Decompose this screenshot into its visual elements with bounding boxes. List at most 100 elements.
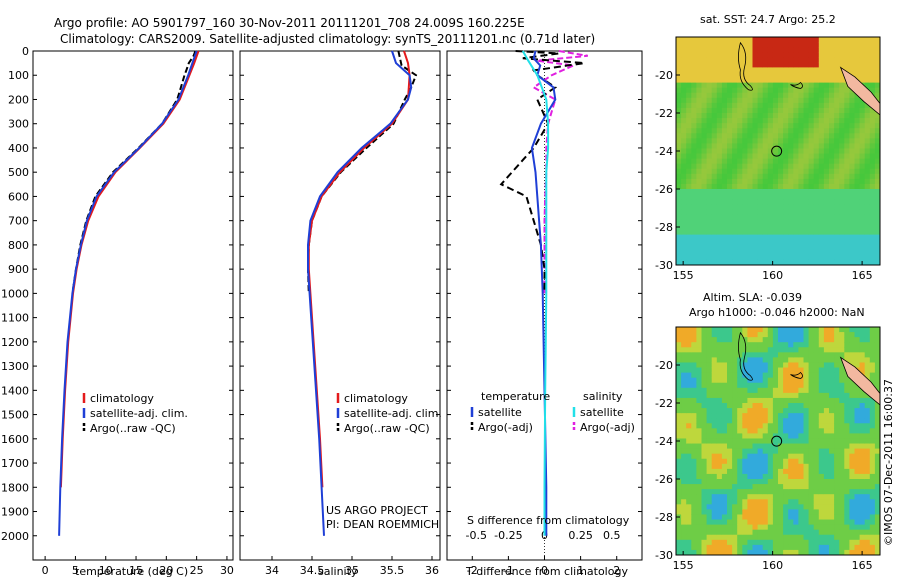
y-tick-label: 100: [8, 69, 29, 82]
map-cell: [732, 153, 738, 159]
map-cell: [742, 239, 748, 246]
map-cell: [767, 52, 774, 58]
map-cell: [732, 509, 738, 515]
map-cell: [737, 367, 743, 373]
map-cell: [818, 133, 825, 139]
map-cell: [757, 514, 764, 520]
map-cell: [844, 347, 850, 353]
map-cell: [686, 463, 692, 470]
map-cell: [778, 118, 784, 124]
map-cell: [757, 544, 764, 551]
map-cell: [813, 332, 820, 338]
map-cell: [752, 118, 758, 124]
map-cell: [757, 199, 764, 205]
map-cell: [859, 72, 866, 78]
map-cell: [869, 158, 876, 165]
map-cell: [752, 332, 758, 338]
map-cell: [706, 433, 713, 439]
map-cell: [681, 229, 687, 235]
map-cell: [834, 377, 840, 384]
map-cell: [706, 178, 713, 185]
map-cell: [737, 107, 743, 114]
map-cell: [778, 443, 784, 449]
map-cell: [767, 423, 774, 429]
map-cell: [864, 413, 871, 419]
map-cell: [849, 123, 855, 129]
map-cell: [772, 82, 779, 89]
map-cell: [839, 448, 845, 455]
map-cell: [691, 143, 697, 149]
map-cell: [681, 428, 687, 434]
map-cell: [803, 494, 809, 500]
map-cell: [681, 97, 687, 104]
legend-label: satellite-adj. clim.: [90, 407, 188, 420]
map-cell: [834, 183, 840, 190]
map-cell: [839, 82, 845, 89]
map-cell: [681, 72, 687, 78]
map-cell: [803, 428, 809, 434]
map-cell: [864, 143, 871, 149]
map-cell: [711, 549, 718, 556]
map-cell: [834, 342, 840, 348]
map-cell: [681, 234, 687, 241]
map-cell: [676, 342, 682, 348]
map-cell: [849, 37, 855, 43]
map-cell: [798, 479, 804, 485]
map-cell: [762, 244, 769, 251]
map-cell: [793, 57, 799, 63]
map-cell: [788, 168, 794, 175]
map-cell: [742, 423, 748, 429]
map-cell: [803, 214, 809, 220]
map-cell: [778, 214, 784, 220]
map-cell: [752, 244, 758, 251]
map-cell: [869, 82, 876, 89]
map-cell: [772, 254, 779, 261]
map-cell: [874, 367, 881, 373]
map-cell: [823, 163, 830, 170]
map-cell: [813, 47, 820, 53]
map-cell: [767, 249, 774, 256]
map-cell: [727, 153, 733, 159]
map-cell: [803, 387, 809, 394]
map-cell: [767, 468, 774, 475]
map-cell: [823, 438, 830, 444]
map-cell: [752, 87, 758, 94]
map-cell: [701, 463, 707, 470]
map-cell: [757, 168, 764, 175]
map-cell: [778, 357, 784, 363]
map-cell: [829, 382, 835, 389]
map-cell: [854, 504, 860, 510]
map-cell: [711, 107, 718, 114]
map-cell: [839, 87, 845, 94]
map-cell: [716, 484, 723, 490]
map-cell: [772, 327, 779, 333]
map-cell: [818, 367, 825, 373]
map-cell: [691, 362, 697, 368]
map-cell: [813, 428, 820, 434]
map-cell: [793, 377, 799, 384]
map-cell: [727, 382, 733, 389]
map-cell: [681, 489, 687, 495]
map-cell: [696, 158, 702, 165]
map-cell: [681, 382, 687, 389]
map-cell: [874, 72, 881, 78]
map-cell: [803, 224, 809, 230]
map-cell: [747, 463, 753, 470]
map-cell: [676, 102, 682, 109]
map-cell: [706, 102, 713, 109]
map-cell: [706, 509, 713, 515]
map-cell: [798, 47, 804, 53]
map-cell: [823, 433, 830, 439]
map-cell: [864, 337, 871, 343]
map-cell: [727, 138, 733, 144]
map-cell: [803, 209, 809, 215]
x-tick-label: 35.5: [380, 564, 405, 577]
map-cell: [681, 199, 687, 205]
map-cell: [737, 392, 743, 399]
map-cell: [839, 107, 845, 114]
map-cell: [727, 219, 733, 225]
map-cell: [747, 97, 753, 104]
map-cell: [696, 519, 702, 525]
map-cell: [686, 229, 692, 235]
map-cell: [864, 163, 871, 170]
